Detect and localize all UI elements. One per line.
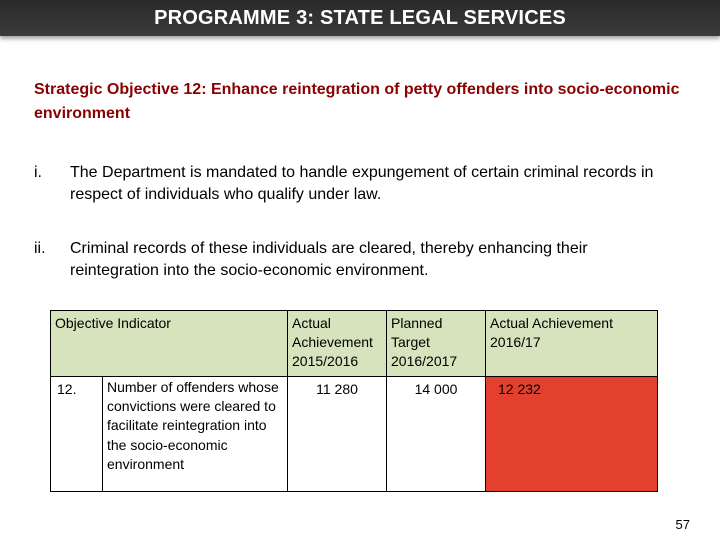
row-target-2016: 14 000 (386, 376, 486, 492)
header-objective-indicator: Objective Indicator (50, 310, 288, 377)
achievement-table: Objective Indicator Actual Achievement 2… (50, 310, 658, 492)
point-number: i. (34, 164, 42, 181)
strategic-objective: Strategic Objective 12: Enhance reintegr… (34, 81, 680, 122)
point-number: ii. (34, 240, 46, 257)
row-number: 12. (50, 376, 103, 492)
row-actual-2016-status: 12 232 (485, 376, 658, 492)
row-indicator: Number of offenders whose convictions we… (102, 376, 288, 492)
slide-title: PROGRAMME 3: STATE LEGAL SERVICES (0, 0, 720, 36)
header-actual-achievement-2016: Actual Achievement 2016/17 (485, 310, 658, 377)
row-actual-2015: 11 280 (287, 376, 387, 492)
page-number: 57 (675, 517, 690, 532)
point-text: The Department is mandated to handle exp… (70, 164, 654, 203)
header-planned-target: Planned Target 2016/2017 (386, 310, 486, 377)
point-text: Criminal records of these individuals ar… (70, 240, 588, 279)
header-actual-achievement-2015: Actual Achievement 2015/2016 (287, 310, 387, 377)
